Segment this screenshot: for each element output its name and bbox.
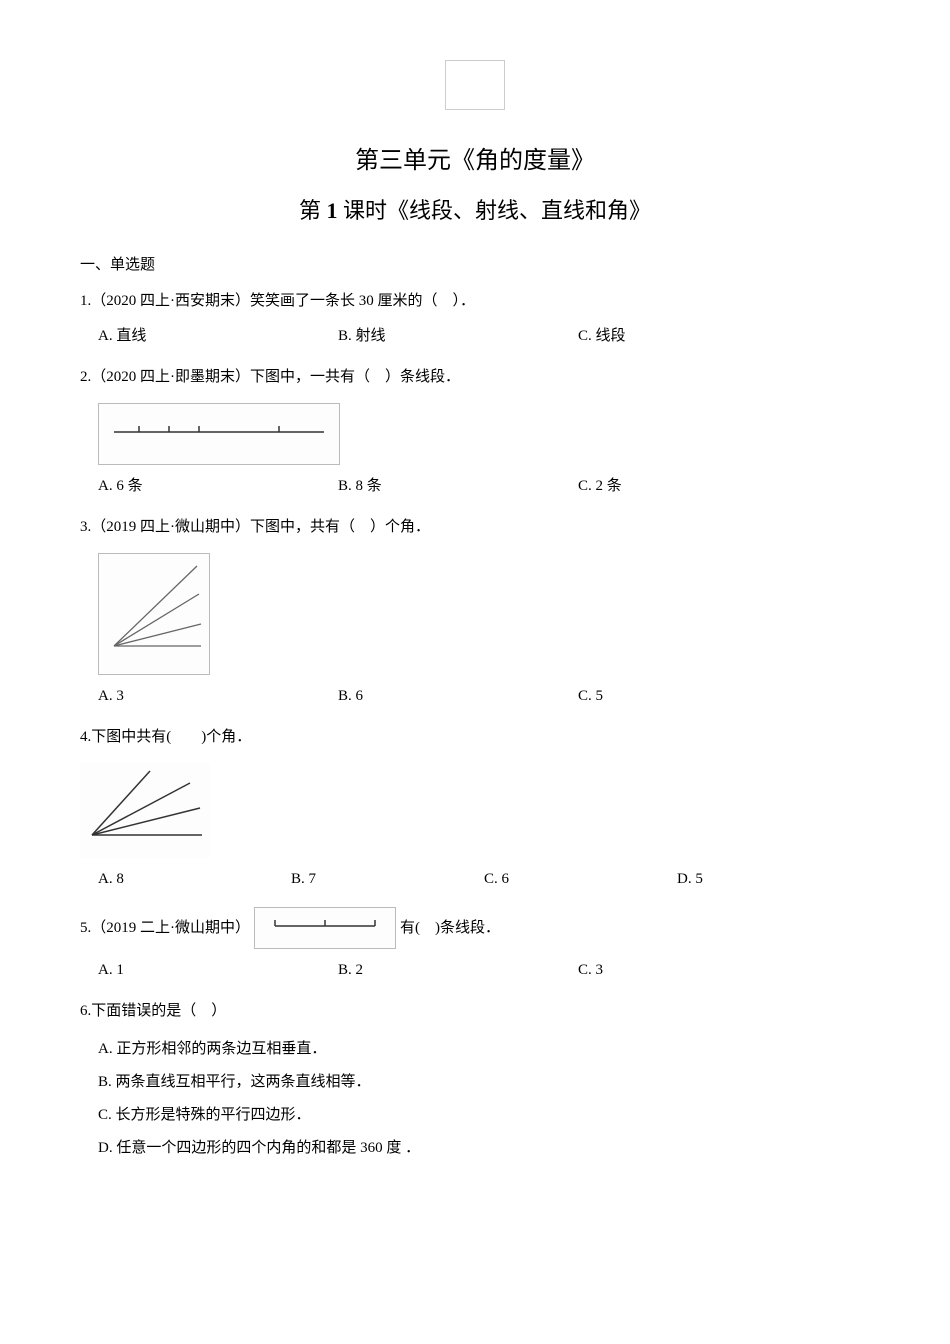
question-4: 4.下图中共有( )个角． A. 8 B. 7 C. 6 D. 5 <box>80 724 870 893</box>
q6-option-a: A. 正方形相邻的两条边互相垂直． <box>98 1033 870 1066</box>
q4-options: A. 8 B. 7 C. 6 D. 5 <box>80 866 870 893</box>
q3-options: A. 3 B. 6 C. 5 <box>80 683 870 710</box>
q3-svg <box>99 554 209 664</box>
question-3: 3.（2019 四上·微山期中）下图中，共有（ ）个角． A. 3 B. 6 C… <box>80 514 870 710</box>
q3-option-a: A. 3 <box>98 683 338 710</box>
q4-stem: 4.下图中共有( )个角． <box>80 724 870 751</box>
q6-option-d: D. 任意一个四边形的四个内角的和都是 360 度 ． <box>98 1132 870 1165</box>
lesson-subtitle: 第 1 课时《线段、射线、直线和角》 <box>80 193 870 225</box>
q1-stem: 1.（2020 四上·西安期末）笑笑画了一条长 30 厘米的（ ）． <box>80 288 870 315</box>
q5-option-a: A. 1 <box>98 957 338 984</box>
unit-title: 第三单元《角的度量》 <box>80 140 870 175</box>
q3-option-c: C. 5 <box>578 683 818 710</box>
section-heading: 一、单选题 <box>80 253 870 274</box>
q2-svg <box>99 404 339 454</box>
q4-figure <box>80 763 210 858</box>
q2-option-a: A. 6 条 <box>98 473 338 500</box>
q1-option-c: C. 线段 <box>578 323 818 350</box>
q5-svg <box>255 908 395 938</box>
q4-option-d: D. 5 <box>677 866 870 893</box>
q5-option-c: C. 3 <box>578 957 818 984</box>
q4-option-b: B. 7 <box>291 866 484 893</box>
q5-stem-b: 有( )条线段． <box>400 915 500 942</box>
q3-figure <box>98 553 210 675</box>
subtitle-suffix: 课时《线段、射线、直线和角》 <box>338 198 652 223</box>
subtitle-number: 1 <box>327 198 338 223</box>
q5-option-b: B. 2 <box>338 957 578 984</box>
q4-option-a: A. 8 <box>98 866 291 893</box>
q5-stem-a: 5.（2019 二上·微山期中） <box>80 915 250 942</box>
q6-option-b: B. 两条直线互相平行，这两条直线相等． <box>98 1066 870 1099</box>
q3-stem: 3.（2019 四上·微山期中）下图中，共有（ ）个角． <box>80 514 870 541</box>
question-5: 5.（2019 二上·微山期中） 有( )条线段． A. 1 B. 2 C. 3 <box>80 907 870 984</box>
q1-option-b: B. 射线 <box>338 323 578 350</box>
q2-stem: 2.（2020 四上·即墨期末）下图中，一共有（ ）条线段． <box>80 364 870 391</box>
question-2: 2.（2020 四上·即墨期末）下图中，一共有（ ）条线段． A. 6 条 B.… <box>80 364 870 500</box>
q5-figure <box>254 907 396 949</box>
q2-figure <box>98 403 340 465</box>
question-1: 1.（2020 四上·西安期末）笑笑画了一条长 30 厘米的（ ）． A. 直线… <box>80 288 870 350</box>
q6-stem: 6.下面错误的是（ ） <box>80 998 870 1025</box>
q2-option-c: C. 2 条 <box>578 473 818 500</box>
q2-option-b: B. 8 条 <box>338 473 578 500</box>
q6-option-c: C. 长方形是特殊的平行四边形． <box>98 1099 870 1132</box>
q3-option-b: B. 6 <box>338 683 578 710</box>
question-6: 6.下面错误的是（ ） A. 正方形相邻的两条边互相垂直． B. 两条直线互相平… <box>80 998 870 1165</box>
q1-options: A. 直线 B. 射线 C. 线段 <box>80 323 870 350</box>
q5-options: A. 1 B. 2 C. 3 <box>80 957 870 984</box>
q6-options: A. 正方形相邻的两条边互相垂直． B. 两条直线互相平行，这两条直线相等． C… <box>80 1033 870 1165</box>
q4-option-c: C. 6 <box>484 866 677 893</box>
q1-option-a: A. 直线 <box>98 323 338 350</box>
logo-placeholder <box>445 60 505 110</box>
subtitle-prefix: 第 <box>299 198 327 223</box>
q2-options: A. 6 条 B. 8 条 C. 2 条 <box>80 473 870 500</box>
q4-svg <box>80 763 210 848</box>
